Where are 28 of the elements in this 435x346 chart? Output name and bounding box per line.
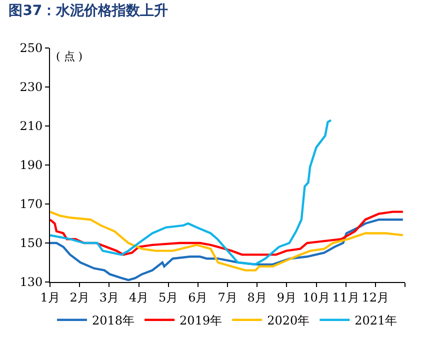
y-tick-label: 170 (20, 197, 43, 212)
x-tick-label: 3月 (99, 290, 119, 304)
line-series (50, 210, 404, 272)
y-tick-label: 190 (20, 158, 43, 172)
y-tick-label: 150 (20, 236, 43, 250)
x-tick-label: 10月 (302, 290, 330, 304)
y-tick-label: 130 (20, 275, 43, 290)
y-axis-title: ( 点 ) (56, 50, 83, 63)
x-tick-label: 12月 (362, 290, 390, 304)
x-tick-label: 7月 (218, 290, 238, 304)
legend-label: 2020年 (267, 314, 310, 328)
chart-title: 图37：水泥价格指数上升 (8, 2, 168, 19)
line-series (50, 210, 404, 256)
x-tick-label: 4月 (128, 290, 149, 304)
legend-label: 2019年 (180, 314, 222, 328)
line-series (50, 119, 332, 266)
x-tick-label: 2月 (70, 290, 90, 304)
x-tick-label: 11月 (332, 290, 360, 304)
y-tick-label: 210 (20, 119, 43, 134)
y-tick-label: 250 (20, 41, 43, 56)
legend-label: 2018年 (92, 314, 135, 328)
x-tick-label: 9月 (276, 290, 296, 304)
y-tick-label: 230 (20, 80, 43, 94)
legend-label: 2021年 (354, 314, 398, 328)
x-tick-label: 1月 (40, 290, 60, 304)
x-tick-label: 6月 (188, 290, 208, 304)
x-tick-label: 8月 (247, 290, 267, 304)
x-tick-label: 5月 (158, 290, 178, 304)
